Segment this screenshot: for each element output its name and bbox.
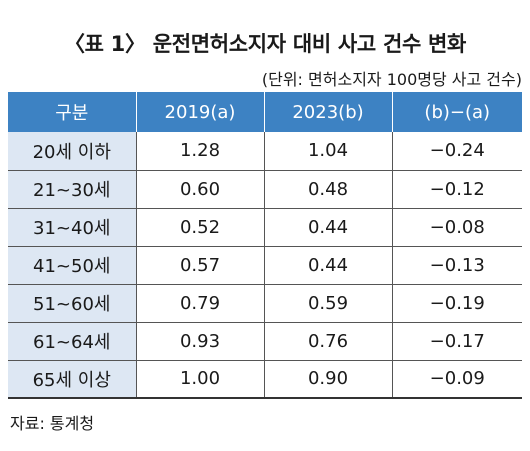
value-2023: 0.44	[263, 246, 392, 285]
row-label: 20세 이하	[8, 132, 136, 171]
value-difference: −0.12	[391, 170, 522, 209]
value-2023: 0.48	[263, 170, 392, 209]
row-label: 41~50세	[8, 246, 136, 285]
value-2019: 0.79	[135, 284, 264, 323]
row-label: 65세 이상	[8, 360, 136, 399]
source-note: 자료: 통계청	[10, 414, 95, 433]
value-2019: 0.60	[135, 170, 264, 209]
table-row: 31~40세 0.52 0.44 −0.08	[8, 208, 522, 247]
value-difference: −0.13	[391, 246, 522, 285]
value-difference: −0.24	[391, 132, 522, 171]
value-2023: 0.90	[263, 360, 392, 399]
value-2019: 0.52	[135, 208, 264, 247]
row-label: 31~40세	[8, 208, 136, 247]
table-row: 65세 이상 1.00 0.90 −0.09	[8, 360, 522, 399]
table-header: 구분 2019(a) 2023(b) (b)−(a)	[8, 92, 522, 132]
table-row: 61~64세 0.93 0.76 −0.17	[8, 322, 522, 361]
data-table: 구분 2019(a) 2023(b) (b)−(a) 20세 이하 1.28 1…	[8, 92, 522, 399]
table-row: 20세 이하 1.28 1.04 −0.24	[8, 132, 522, 171]
unit-note: (단위: 면허소지자 100명당 사고 건수)	[261, 70, 522, 89]
value-difference: −0.19	[391, 284, 522, 323]
table-row: 21~30세 0.60 0.48 −0.12	[8, 170, 522, 209]
value-2023: 1.04	[263, 132, 392, 171]
table-title: 〈표 1〉 운전면허소지자 대비 사고 건수 변화	[63, 32, 467, 56]
header-category: 구분	[8, 92, 136, 132]
header-row: 구분 2019(a) 2023(b) (b)−(a)	[8, 92, 522, 132]
value-2023: 0.44	[263, 208, 392, 247]
value-difference: −0.17	[391, 322, 522, 361]
value-difference: −0.08	[391, 208, 522, 247]
value-2019: 1.28	[135, 132, 264, 171]
table-row: 51~60세 0.79 0.59 −0.19	[8, 284, 522, 323]
header-2023: 2023(b)	[263, 92, 392, 132]
value-2019: 0.93	[135, 322, 264, 361]
table-row: 41~50세 0.57 0.44 −0.13	[8, 246, 522, 285]
table-body: 20세 이하 1.28 1.04 −0.24 21~30세 0.60 0.48 …	[8, 132, 522, 399]
value-2019: 1.00	[135, 360, 264, 399]
row-label: 21~30세	[8, 170, 136, 209]
row-label: 51~60세	[8, 284, 136, 323]
value-difference: −0.09	[391, 360, 522, 399]
value-2023: 0.59	[263, 284, 392, 323]
row-label: 61~64세	[8, 322, 136, 361]
value-2019: 0.57	[135, 246, 264, 285]
header-difference: (b)−(a)	[391, 92, 522, 132]
header-2019: 2019(a)	[135, 92, 264, 132]
value-2023: 0.76	[263, 322, 392, 361]
